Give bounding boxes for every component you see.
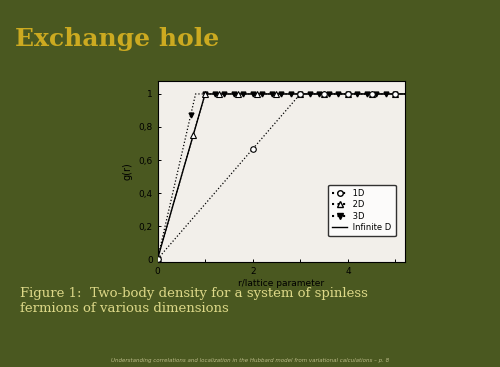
Legend:  1D,  2D,  3D,  Infinite D: 1D, 2D, 3D, Infinite D — [328, 185, 396, 236]
Y-axis label: g(r): g(r) — [123, 163, 133, 181]
Text: Understanding correlations and localization in the Hubbard model from variationa: Understanding correlations and localizat… — [111, 357, 389, 363]
X-axis label: r/lattice parameter: r/lattice parameter — [238, 279, 324, 288]
Text: Figure 1:  Two-body density for a system of spinless
fermions of various dimensi: Figure 1: Two-body density for a system … — [20, 287, 368, 315]
Text: Exchange hole: Exchange hole — [15, 26, 219, 51]
